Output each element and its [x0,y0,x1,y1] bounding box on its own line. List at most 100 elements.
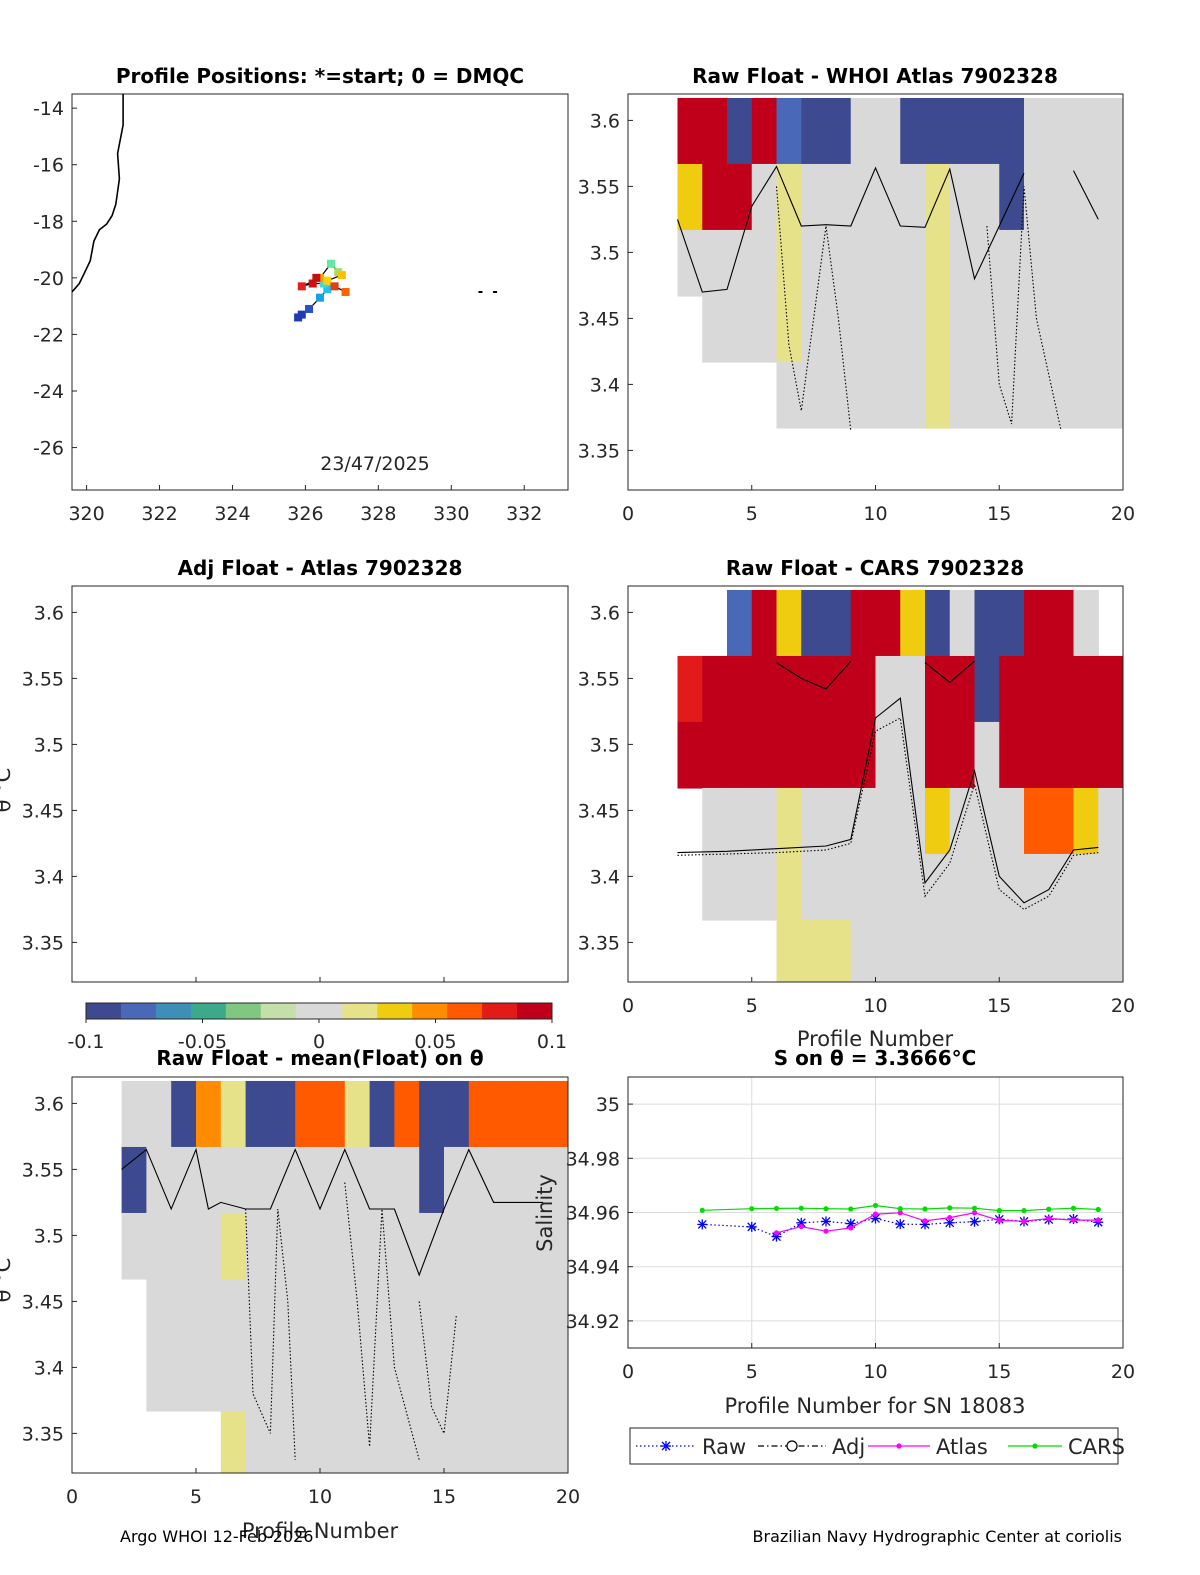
heatmap-cell [543,1212,568,1280]
data-point [897,1206,903,1212]
legend-marker [661,1441,671,1451]
profile-position [305,304,314,313]
float-track [294,259,350,322]
x-tick-label: 15 [987,503,1011,525]
heatmap-cell [727,655,753,723]
y-tick-label: -22 [33,324,64,346]
colorbar-segment [388,1003,402,1019]
heatmap-cell [1098,919,1123,982]
heatmap-cell [344,1410,371,1473]
colorbar-ticks: -0.1 -0.05 0 0.05 0.1 [67,1019,567,1053]
heatmap-cell [1024,721,1050,789]
profile-position [308,279,317,288]
colorbar-tick-label: 0.1 [537,1031,567,1053]
contour-line [677,697,1099,904]
heatmap-cell [220,1146,247,1214]
heatmap-cell [444,1278,470,1346]
plot-content [677,589,1123,982]
data-point [897,1210,903,1216]
heatmap-cell [751,721,778,789]
heatmap-cell [900,853,926,921]
data-point [895,1219,906,1230]
star-stroke [945,1218,955,1228]
heatmap-cell [369,1410,395,1473]
colorbar-segment [249,1003,262,1019]
colorbar-segment [470,1003,483,1019]
heatmap-cell [900,163,926,231]
y-tick-label: 3.6 [590,602,620,624]
contour-line [776,660,852,690]
data-point [746,1221,757,1232]
colorbar-segment [109,1003,122,1019]
colorbar-segment [225,1003,238,1019]
heatmap-cell [1024,853,1050,921]
heatmap-cell [801,721,827,789]
data-point [848,1206,854,1212]
legend-marker [786,1440,798,1452]
series-atlas [773,1210,1101,1236]
heatmap-cell [543,1344,568,1412]
heatmap-cell [875,919,901,982]
y-tick-label: 3.4 [34,866,64,888]
data-point [971,1210,978,1216]
y-tick-label: 3.6 [34,602,64,624]
heatmap-cell [270,1080,296,1148]
legend-marker [1032,1443,1038,1449]
contour-line [924,660,975,684]
raw-mean-xlabel: Profile Number [242,1519,399,1543]
data-point [773,1205,780,1212]
heatmap-cell [875,655,901,723]
plot-content [676,97,1123,431]
heatmap-cell [776,919,802,982]
x-tick-label: 20 [1111,503,1135,525]
profile-position [323,276,332,285]
y-tick-label: 3.4 [34,1357,64,1379]
salinity-ylabel: Salinity [533,1174,557,1252]
heatmap-cell [1073,655,1099,723]
x-tick-label: 320 [68,503,104,525]
heatmap-cell [1048,655,1075,723]
legend-label: Adj [832,1435,865,1459]
heatmap-cell [1048,589,1075,657]
heatmap-cell [776,721,802,789]
heatmap-cell [974,229,1000,297]
heatmap-cell [220,1410,247,1473]
heatmap-cell [702,655,728,723]
heatmap-cell [146,1278,172,1346]
heatmap-cell [925,853,951,921]
heatmap-cell [245,1080,271,1148]
heatmap-cell [121,1212,147,1280]
colorbar-segment [330,1003,343,1019]
heatmap-cell [850,295,877,363]
star-stroke [895,1219,905,1229]
heatmap-cell [344,1080,371,1148]
heatmap-cell [826,853,852,921]
colorbar-segment [353,1003,367,1019]
heatmap-cell [974,295,1000,363]
heatmap-cell [925,295,951,363]
x-tick-label: 0 [622,995,634,1017]
heatmap-cell [776,361,802,429]
heatmap-cell [677,721,703,789]
contour-line [245,1208,296,1460]
x-tick-label: 328 [360,503,396,525]
raw-whoi-plot: 0 5 10 15 20 3.6 3.55 3.5 3.45 3.4 3.35 [578,93,1135,525]
legend-label: Atlas [936,1435,988,1459]
y-tick-label: 34.92 [566,1311,620,1333]
heatmap-cell [220,1080,247,1148]
heatmap-cell [493,1344,519,1412]
data-point [872,1211,879,1217]
raw-mean-title: Raw Float - mean(Float) on θ [156,1046,483,1070]
y-tick-label: 35 [596,1094,620,1116]
heatmap-cell [518,1410,544,1473]
coastline [72,94,124,293]
heatmap-cell [999,721,1025,789]
heatmap-cell [999,229,1025,297]
salinity-xlabel: Profile Number for SN 18083 [724,1394,1025,1418]
heatmap-cell [320,1344,346,1412]
raw-mean-panel: Raw Float - mean(Float) on θ 0 5 10 15 20 3.6… [0,1046,580,1543]
heatmap-cell [394,1212,420,1280]
x-tick-label: 0 [622,1361,634,1383]
plot-background [72,586,568,982]
